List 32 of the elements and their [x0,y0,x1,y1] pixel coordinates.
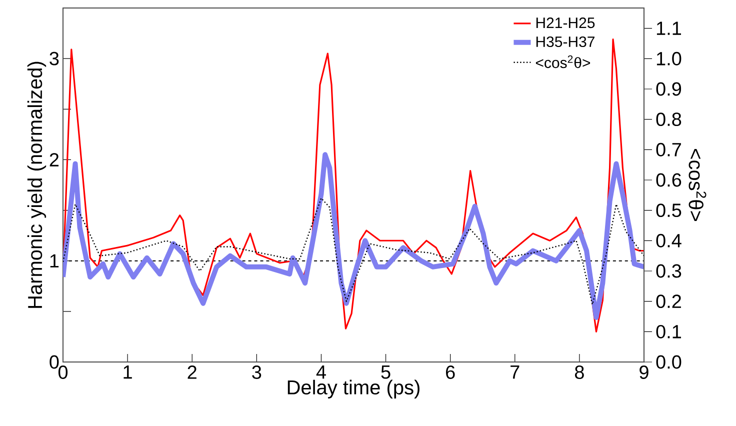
y2-tick-label: 0.5 [656,204,682,218]
y2-tick-label: 0.8 [656,112,682,126]
y2-tick-label: 1.1 [656,22,682,35]
y-axis-title: Harmonic yield (normalized) [27,62,46,308]
x-tick-label: 7 [510,366,520,379]
y2-tick-label: 0.1 [656,324,682,338]
x-tick-label: 0 [58,366,68,379]
y2-tick-label: 0.6 [656,173,682,187]
y2-tick-label: 0.9 [656,82,682,96]
y2-tick-label: 0.3 [656,264,682,278]
y-tick-label: 1 [50,254,59,268]
y2-tick-label: 1.0 [656,52,682,66]
legend-label: <cos$^{2}$θ> [536,55,590,68]
y-tick-label: 3 [50,52,59,66]
y2-axis-title: <cos$^{2}$θ> [688,149,706,221]
x-tick-label: 6 [446,366,455,379]
y2-tick-label: 0.4 [656,234,682,248]
x-axis-title: Delay time (ps) [288,380,420,398]
y-tick-label: 2 [50,153,59,166]
y-tick-label: 0 [50,355,59,369]
x-tick-label: 1 [124,366,132,379]
legend-label: H35-H37 [536,36,594,48]
x-tick-label: 4 [316,366,326,379]
legend-label: H21-H25 [536,17,595,28]
x-tick-label: 8 [574,366,584,379]
x-tick-label: 5 [381,366,390,379]
y2-tick-label: 0.2 [656,294,681,308]
x-tick-label: 9 [640,366,648,379]
y2-tick-label: 0.7 [656,142,681,156]
x-tick-label: 2 [188,366,196,379]
x-tick-label: 3 [252,366,262,379]
y2-tick-label: 0.0 [656,355,682,369]
